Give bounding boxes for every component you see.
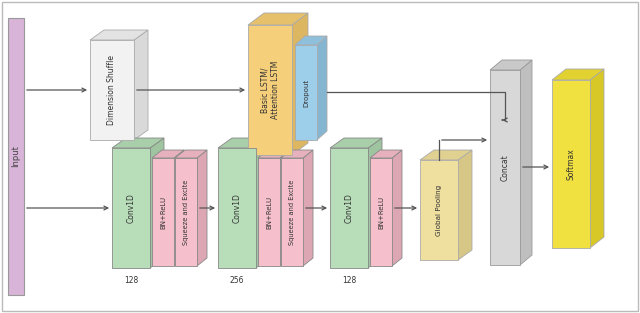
Polygon shape bbox=[303, 150, 313, 266]
Polygon shape bbox=[90, 30, 148, 40]
Text: Basic LSTM/
Attention LSTM: Basic LSTM/ Attention LSTM bbox=[260, 61, 280, 119]
Polygon shape bbox=[392, 150, 402, 266]
Text: BN+ReLU: BN+ReLU bbox=[378, 195, 384, 228]
Text: Dropout: Dropout bbox=[303, 79, 309, 106]
Bar bbox=[281, 158, 303, 266]
Text: BN+ReLU: BN+ReLU bbox=[266, 195, 272, 228]
Polygon shape bbox=[248, 13, 308, 25]
Text: Conv1D: Conv1D bbox=[344, 193, 353, 223]
Bar bbox=[552, 80, 590, 248]
Polygon shape bbox=[150, 138, 164, 268]
Text: Global Pooling: Global Pooling bbox=[436, 184, 442, 236]
Bar bbox=[8, 18, 24, 295]
Text: Softmax: Softmax bbox=[566, 148, 575, 180]
Bar bbox=[175, 158, 197, 266]
Text: 128: 128 bbox=[124, 276, 138, 285]
Polygon shape bbox=[134, 30, 148, 140]
Polygon shape bbox=[152, 150, 184, 158]
Bar bbox=[248, 25, 292, 155]
Polygon shape bbox=[370, 150, 402, 158]
Text: 256: 256 bbox=[230, 276, 244, 285]
Polygon shape bbox=[256, 138, 270, 268]
Text: 128: 128 bbox=[342, 276, 356, 285]
Text: BN+ReLU: BN+ReLU bbox=[160, 195, 166, 228]
Bar bbox=[370, 158, 392, 266]
Text: Squeeze and Excite: Squeeze and Excite bbox=[183, 179, 189, 245]
Polygon shape bbox=[218, 138, 270, 148]
Bar bbox=[490, 70, 520, 265]
Polygon shape bbox=[590, 69, 604, 248]
Text: Concat: Concat bbox=[500, 154, 509, 181]
Polygon shape bbox=[458, 150, 472, 260]
Polygon shape bbox=[197, 150, 207, 266]
Polygon shape bbox=[292, 13, 308, 155]
Bar bbox=[152, 158, 174, 266]
Polygon shape bbox=[420, 150, 472, 160]
Bar bbox=[258, 158, 280, 266]
Text: Conv1D: Conv1D bbox=[232, 193, 241, 223]
Bar bbox=[218, 148, 256, 268]
Polygon shape bbox=[490, 60, 532, 70]
Polygon shape bbox=[174, 150, 184, 266]
Polygon shape bbox=[317, 36, 327, 140]
Bar bbox=[90, 40, 134, 140]
Polygon shape bbox=[295, 36, 327, 45]
Text: Dimension Shuffle: Dimension Shuffle bbox=[108, 55, 116, 125]
Polygon shape bbox=[280, 150, 290, 266]
Polygon shape bbox=[520, 60, 532, 265]
Polygon shape bbox=[552, 69, 604, 80]
Bar bbox=[330, 148, 368, 268]
Text: Squeeze and Excite: Squeeze and Excite bbox=[289, 179, 295, 245]
Polygon shape bbox=[175, 150, 207, 158]
Bar bbox=[295, 45, 317, 140]
Bar bbox=[420, 160, 458, 260]
Polygon shape bbox=[112, 138, 164, 148]
Polygon shape bbox=[281, 150, 313, 158]
Text: Conv1D: Conv1D bbox=[127, 193, 136, 223]
Polygon shape bbox=[258, 150, 290, 158]
Polygon shape bbox=[330, 138, 382, 148]
Text: Input: Input bbox=[12, 146, 20, 167]
Polygon shape bbox=[368, 138, 382, 268]
Bar bbox=[112, 148, 150, 268]
